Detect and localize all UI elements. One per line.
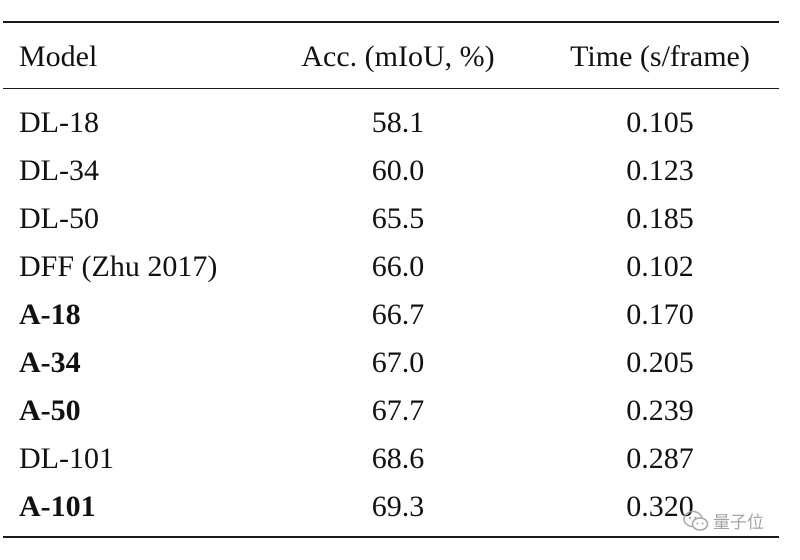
watermark: 量子位 bbox=[683, 508, 764, 533]
wechat-icon bbox=[683, 510, 709, 531]
table-bottom-rule bbox=[3, 536, 779, 538]
row-model: DL-18 bbox=[19, 106, 99, 139]
table-top-rule bbox=[3, 21, 779, 23]
row-model: A-50 bbox=[19, 394, 81, 427]
table-header-rule bbox=[3, 88, 779, 89]
row-model: DL-50 bbox=[19, 202, 99, 235]
row-model: A-34 bbox=[19, 346, 81, 379]
watermark-text: 量子位 bbox=[713, 513, 764, 533]
row-model: A-101 bbox=[19, 490, 96, 523]
row-model: DL-101 bbox=[19, 442, 114, 475]
header-model: Model bbox=[19, 40, 98, 73]
row-model: DL-34 bbox=[19, 154, 99, 187]
row-model: A-18 bbox=[19, 298, 81, 331]
row-model: DFF (Zhu 2017) bbox=[19, 250, 218, 283]
